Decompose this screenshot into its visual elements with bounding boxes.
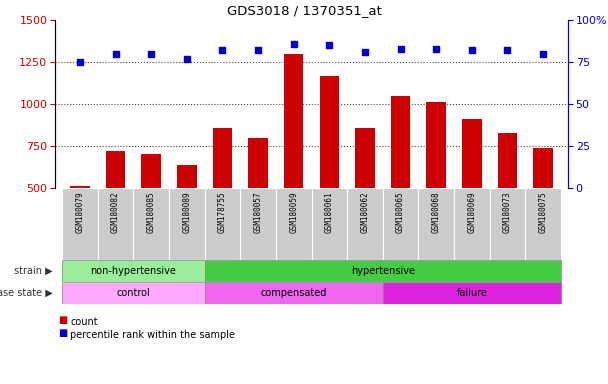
Text: GSM180061: GSM180061 <box>325 192 334 233</box>
Text: count: count <box>70 318 98 328</box>
Bar <box>391 96 410 188</box>
Bar <box>248 137 268 188</box>
Point <box>503 47 513 53</box>
Point <box>289 40 299 46</box>
Point <box>538 51 548 57</box>
Bar <box>320 76 339 188</box>
Text: GSM180085: GSM180085 <box>147 192 156 233</box>
Bar <box>311 188 347 260</box>
Text: GSM180079: GSM180079 <box>75 192 85 233</box>
Text: GSM180059: GSM180059 <box>289 192 298 233</box>
Bar <box>489 188 525 260</box>
Bar <box>70 186 90 188</box>
Bar <box>142 154 161 188</box>
Point <box>325 42 334 48</box>
Bar <box>426 102 446 188</box>
Text: compensated: compensated <box>260 288 327 298</box>
Point <box>360 49 370 55</box>
Text: GSM180068: GSM180068 <box>432 192 441 233</box>
Text: disease state ▶: disease state ▶ <box>0 288 53 298</box>
Text: GDS3018 / 1370351_at: GDS3018 / 1370351_at <box>227 4 381 17</box>
Text: ■: ■ <box>58 315 67 325</box>
Point <box>467 47 477 53</box>
Text: GSM180069: GSM180069 <box>468 192 476 233</box>
Bar <box>62 282 205 304</box>
Text: control: control <box>117 288 150 298</box>
Bar <box>62 260 205 282</box>
Bar <box>133 188 169 260</box>
Point <box>253 47 263 53</box>
Text: GSM180057: GSM180057 <box>254 192 263 233</box>
Text: GSM180089: GSM180089 <box>182 192 192 233</box>
Text: GSM180082: GSM180082 <box>111 192 120 233</box>
Bar <box>355 128 375 188</box>
Bar <box>205 260 561 282</box>
Bar <box>383 188 418 260</box>
Point <box>182 56 192 62</box>
Text: non-hypertensive: non-hypertensive <box>91 266 176 276</box>
Bar <box>213 128 232 188</box>
Bar <box>418 188 454 260</box>
Bar <box>106 151 125 188</box>
Text: GSM180065: GSM180065 <box>396 192 405 233</box>
Bar <box>462 119 482 188</box>
Text: strain ▶: strain ▶ <box>15 266 53 276</box>
Bar <box>240 188 276 260</box>
Bar <box>276 188 311 260</box>
Point <box>75 59 85 65</box>
Text: GSM180075: GSM180075 <box>539 192 548 233</box>
Bar <box>383 282 561 304</box>
Point <box>396 45 406 51</box>
Point <box>431 45 441 51</box>
Bar <box>98 188 133 260</box>
Bar <box>62 188 98 260</box>
Bar <box>205 282 383 304</box>
Text: GSM180073: GSM180073 <box>503 192 512 233</box>
Point <box>147 51 156 57</box>
Bar <box>497 132 517 188</box>
Text: percentile rank within the sample: percentile rank within the sample <box>70 330 235 340</box>
Bar <box>205 188 240 260</box>
Bar <box>347 188 383 260</box>
Point <box>111 51 120 57</box>
Text: ■: ■ <box>58 328 67 338</box>
Bar <box>454 188 489 260</box>
Bar <box>284 54 303 188</box>
Bar <box>177 166 196 188</box>
Bar <box>533 148 553 188</box>
Point <box>218 47 227 53</box>
Text: GSM180062: GSM180062 <box>361 192 370 233</box>
Bar <box>525 188 561 260</box>
Text: hypertensive: hypertensive <box>351 266 415 276</box>
Text: GSM178755: GSM178755 <box>218 192 227 233</box>
Bar <box>169 188 205 260</box>
Text: failure: failure <box>457 288 487 298</box>
